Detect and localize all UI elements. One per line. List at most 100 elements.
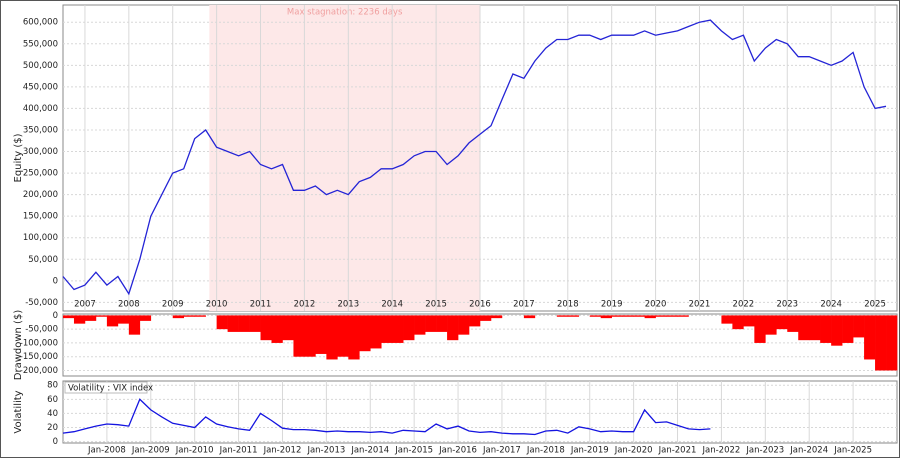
bar	[754, 315, 766, 343]
bar	[458, 315, 470, 335]
x-tick-label: 2022	[733, 300, 755, 310]
bar	[567, 315, 580, 317]
bar	[820, 315, 832, 343]
legend-label: Volatility : VIX index	[68, 384, 153, 394]
x-tick-label: Jan-2017	[482, 446, 521, 456]
x-tick-label: Jan-2025	[833, 446, 872, 456]
x-tick-label: Jan-2015	[394, 446, 433, 456]
bar	[128, 315, 141, 335]
bar	[337, 315, 349, 357]
y-tick-label: 450,000	[23, 82, 58, 92]
y-tick-label: 0	[53, 276, 58, 286]
y-tick-label: 40	[47, 409, 58, 419]
bar	[194, 315, 206, 317]
y-tick-label: 100,000	[23, 233, 58, 243]
y-tick-label: 0	[53, 311, 58, 321]
legend-box	[64, 381, 148, 394]
y-tick-label: 350,000	[23, 125, 58, 135]
bar	[600, 315, 612, 319]
bar	[655, 315, 667, 317]
x-tick-label: Jan-2014	[350, 446, 389, 456]
x-tick-label: 2014	[381, 300, 403, 310]
bar	[480, 315, 492, 321]
y-axis-title: Drawdown ($)	[13, 310, 24, 381]
bar	[611, 315, 623, 317]
bar	[227, 315, 239, 332]
bar	[106, 315, 119, 327]
x-tick-label: Jan-2024	[789, 446, 828, 456]
bar	[853, 315, 865, 338]
x-tick-label: 2010	[206, 300, 228, 310]
x-tick-label: 2011	[250, 300, 272, 310]
x-tick-label: 2019	[601, 300, 623, 310]
y-tick-label: 20	[47, 423, 58, 433]
x-tick-label: 2009	[162, 300, 184, 310]
bar	[304, 315, 316, 357]
y-tick-label: 500,000	[23, 61, 58, 71]
x-tick-label: 2024	[820, 300, 842, 310]
y-tick-label: -50,000	[25, 325, 58, 335]
bar	[370, 315, 382, 349]
bar	[238, 315, 250, 332]
bar	[348, 315, 360, 360]
bar	[183, 315, 195, 317]
y-tick-label: 60	[47, 395, 58, 405]
stagnation-band	[209, 5, 480, 311]
bar	[589, 315, 602, 317]
bar	[403, 315, 415, 341]
x-tick-label: 2008	[118, 300, 140, 310]
bar	[765, 315, 777, 335]
x-tick-label: Jan-2018	[526, 446, 565, 456]
bar	[633, 315, 645, 317]
bar	[644, 315, 656, 319]
x-tick-label: Jan-2021	[658, 446, 697, 456]
x-tick-label: Jan-2009	[131, 446, 170, 456]
x-tick-label: 2017	[513, 300, 535, 310]
x-tick-label: 2021	[689, 300, 711, 310]
line	[62, 19, 887, 296]
bar	[359, 315, 371, 352]
y-tick-label: -50,000	[25, 298, 58, 308]
bar	[490, 315, 503, 319]
x-tick-label: Jan-2019	[570, 446, 609, 456]
x-tick-label: 2016	[469, 300, 491, 310]
x-tick-label: 2025	[864, 300, 886, 310]
bar	[622, 315, 634, 317]
bar	[721, 315, 733, 324]
bar	[776, 315, 788, 330]
bar	[732, 315, 744, 330]
y-tick-label: 550,000	[23, 39, 58, 49]
x-tick-label: 2015	[425, 300, 447, 310]
bar	[677, 315, 689, 317]
bar	[73, 315, 86, 324]
x-tick-label: Jan-2023	[745, 446, 784, 456]
bar	[556, 315, 569, 317]
x-tick-label: Jan-2022	[702, 446, 741, 456]
line	[62, 398, 711, 436]
plot-frame	[62, 380, 898, 444]
y-tick-label: 200,000	[23, 190, 58, 200]
bar	[381, 315, 393, 343]
x-tick-label: Jan-2020	[614, 446, 653, 456]
bar	[63, 315, 75, 319]
bar	[425, 315, 437, 332]
y-tick-label: 300,000	[23, 147, 58, 157]
bar	[293, 315, 305, 357]
bar	[84, 315, 97, 321]
bar	[842, 315, 854, 343]
x-tick-label: Jan-2012	[263, 446, 302, 456]
y-tick-label: -100,000	[20, 338, 58, 348]
y-tick-label: 0	[53, 437, 58, 447]
x-tick-label: Jan-2008	[87, 446, 126, 456]
bar	[809, 315, 821, 341]
bar	[886, 315, 898, 371]
bar	[249, 315, 261, 332]
y-tick-label: 600,000	[23, 18, 58, 28]
bar	[315, 315, 327, 354]
bar	[875, 315, 887, 371]
x-tick-label: 2020	[645, 300, 667, 310]
bar	[831, 315, 843, 346]
bar	[392, 315, 404, 343]
bar	[798, 315, 810, 341]
